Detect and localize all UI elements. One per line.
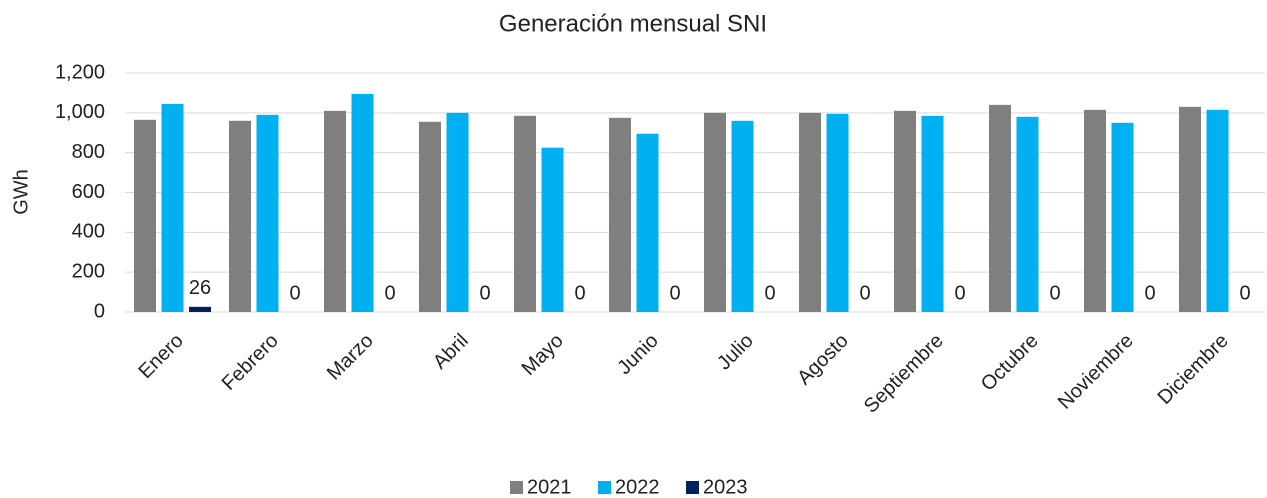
data-label: 0	[289, 282, 300, 304]
bar	[189, 306, 211, 312]
bar	[704, 112, 726, 312]
bar	[609, 117, 631, 312]
bar	[229, 120, 251, 312]
x-tick-label: Mayo	[518, 330, 568, 380]
data-label: 0	[384, 282, 395, 304]
data-label: 0	[1144, 282, 1155, 304]
data-label: 0	[574, 282, 585, 304]
bar	[989, 104, 1011, 312]
x-tick-label: Junio	[613, 330, 662, 379]
data-label: 0	[859, 282, 870, 304]
data-label: 0	[954, 282, 965, 304]
x-tick-label: Julio	[713, 330, 758, 375]
x-tick-label: Noviembre	[1054, 330, 1138, 414]
bar	[1111, 122, 1134, 313]
y-tick-label: 0	[94, 300, 105, 322]
y-tick-label: 800	[72, 141, 105, 163]
bar	[731, 120, 754, 312]
y-tick-label: 400	[72, 221, 105, 243]
bar	[419, 121, 441, 312]
bar	[826, 113, 849, 313]
y-axis-label: GWh	[10, 169, 32, 215]
bar	[1206, 109, 1229, 313]
y-tick-label: 1,000	[55, 101, 105, 123]
bar	[921, 115, 944, 312]
bar	[894, 110, 916, 312]
x-tick-label: Abril	[429, 330, 473, 374]
data-label: 0	[1049, 282, 1060, 304]
bar	[1179, 106, 1201, 312]
data-label: 26	[189, 277, 211, 299]
x-tick-label: Diciembre	[1154, 330, 1233, 409]
bar	[1016, 116, 1039, 312]
bar	[256, 114, 279, 312]
x-tick-label: Octubre	[977, 330, 1043, 396]
bar	[541, 147, 564, 312]
x-tick-label: Marzo	[323, 330, 378, 385]
bar	[161, 103, 184, 312]
data-label: 0	[669, 282, 680, 304]
y-tick-label: 1,200	[55, 61, 105, 83]
legend-label: 2022	[615, 476, 660, 498]
data-label: 0	[479, 282, 490, 304]
y-tick-label: 600	[72, 181, 105, 203]
x-tick-label: Agosto	[793, 330, 853, 390]
data-label: 0	[764, 282, 775, 304]
x-tick-label: Septiembre	[860, 330, 948, 418]
data-label: 0	[1239, 282, 1250, 304]
legend-label: 2021	[527, 476, 572, 498]
bar	[134, 119, 156, 312]
legend-swatch	[598, 481, 611, 494]
bar	[351, 93, 374, 312]
bar	[514, 115, 536, 312]
legend-label: 2023	[703, 476, 748, 498]
bar	[324, 110, 346, 312]
y-tick-label: 200	[72, 260, 105, 282]
bar	[636, 133, 659, 312]
bar	[446, 112, 469, 312]
chart-title: Generación mensual SNI	[499, 10, 767, 37]
x-tick-label: Febrero	[218, 330, 283, 395]
bar	[799, 112, 821, 312]
bar	[1084, 109, 1106, 313]
x-tick-label: Enero	[134, 330, 187, 383]
legend-swatch	[686, 481, 699, 494]
legend-swatch	[510, 481, 523, 494]
